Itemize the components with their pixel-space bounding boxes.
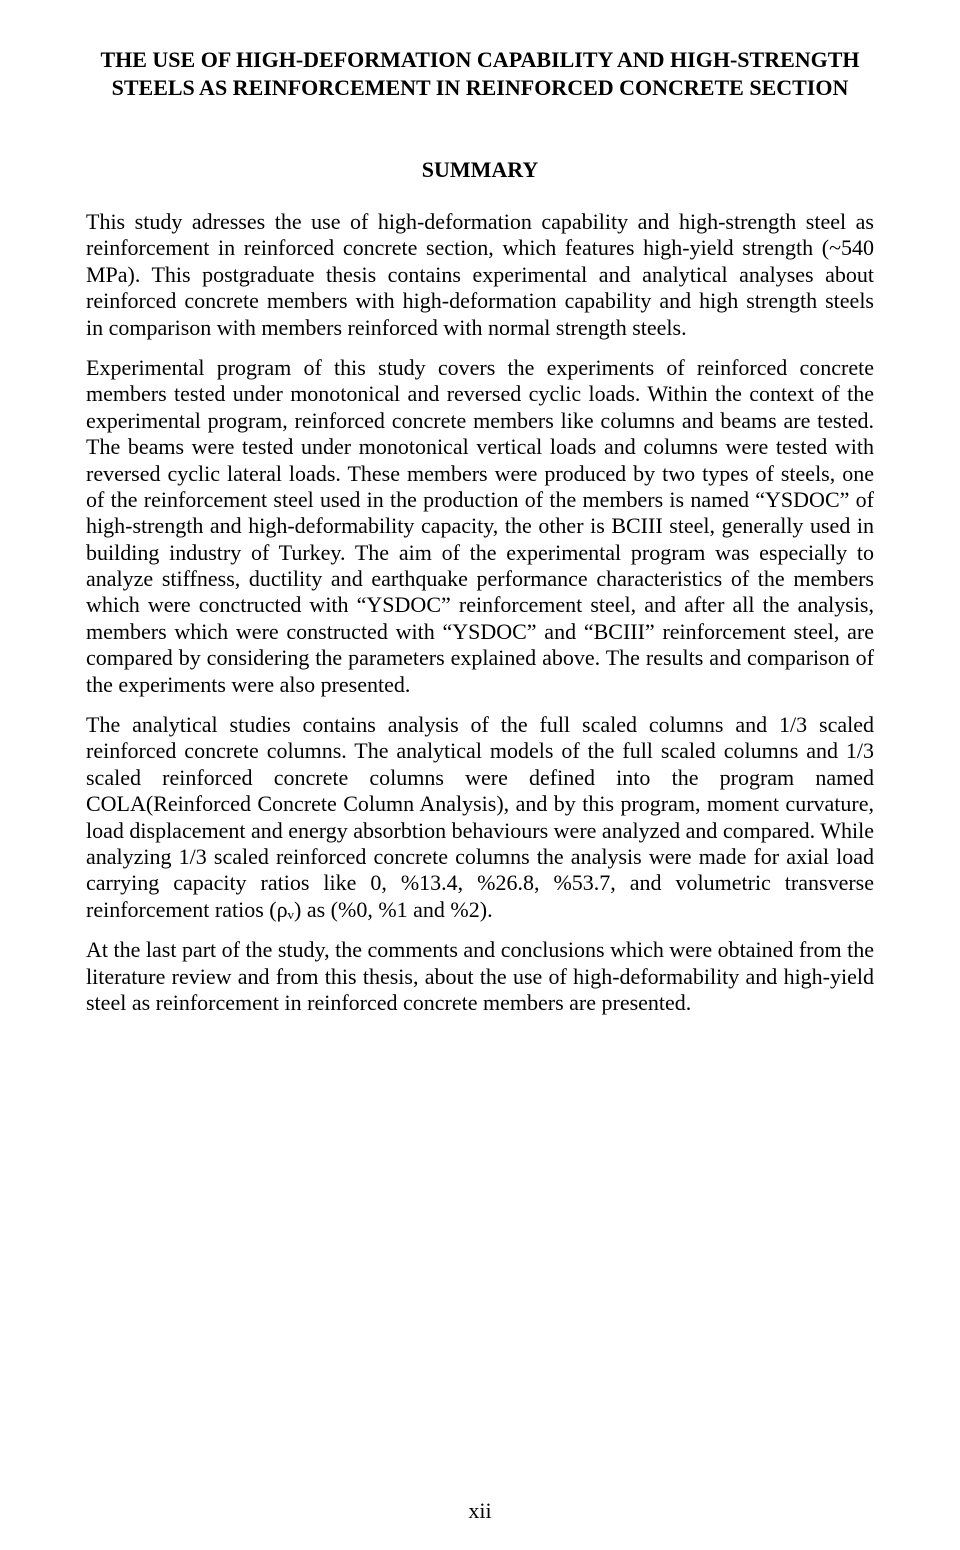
paragraph-2: Experimental program of this study cover… bbox=[86, 355, 874, 698]
page-number: xii bbox=[0, 1498, 960, 1524]
summary-heading: SUMMARY bbox=[86, 157, 874, 183]
paragraph-4: At the last part of the study, the comme… bbox=[86, 937, 874, 1016]
paragraph-1: This study adresses the use of high-defo… bbox=[86, 209, 874, 341]
paragraph-3: The analytical studies contains analysis… bbox=[86, 712, 874, 923]
document-title: THE USE OF HIGH-DEFORMATION CAPABILITY A… bbox=[86, 46, 874, 101]
